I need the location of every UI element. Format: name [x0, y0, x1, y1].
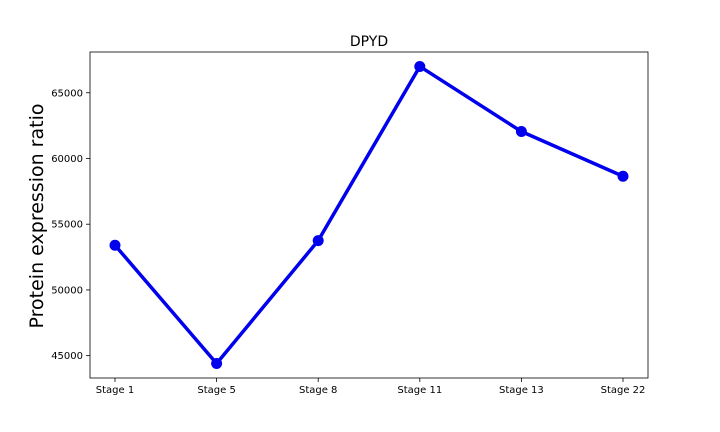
x-tick-label: Stage 1 — [96, 385, 134, 396]
data-point — [414, 60, 426, 72]
y-tick-label: 60000 — [51, 154, 83, 165]
x-tick-label: Stage 13 — [499, 385, 544, 396]
data-point — [312, 235, 324, 247]
data-point — [617, 170, 629, 182]
y-tick-label: 50000 — [51, 285, 83, 296]
plot-area: 45000 50000 55000 60000 65000 Stage 1 Stage 5 S… — [51, 51, 649, 396]
x-tick-label: Stage 8 — [299, 385, 337, 396]
series-line — [113, 64, 624, 366]
x-tick-label: Stage 22 — [601, 385, 646, 396]
data-point — [109, 239, 121, 251]
y-tick-label: 55000 — [51, 220, 83, 231]
chart-title: DPYD — [350, 34, 388, 50]
x-tick-label: Stage 11 — [397, 385, 442, 396]
data-point — [515, 126, 527, 138]
y-axis-label: Protein expression ratio — [26, 104, 48, 329]
x-tick-label: Stage 5 — [197, 385, 235, 396]
y-tick-label: 65000 — [51, 88, 83, 99]
axes-frame — [89, 51, 649, 379]
data-point — [211, 358, 223, 370]
y-tick-label: 45000 — [51, 351, 83, 362]
